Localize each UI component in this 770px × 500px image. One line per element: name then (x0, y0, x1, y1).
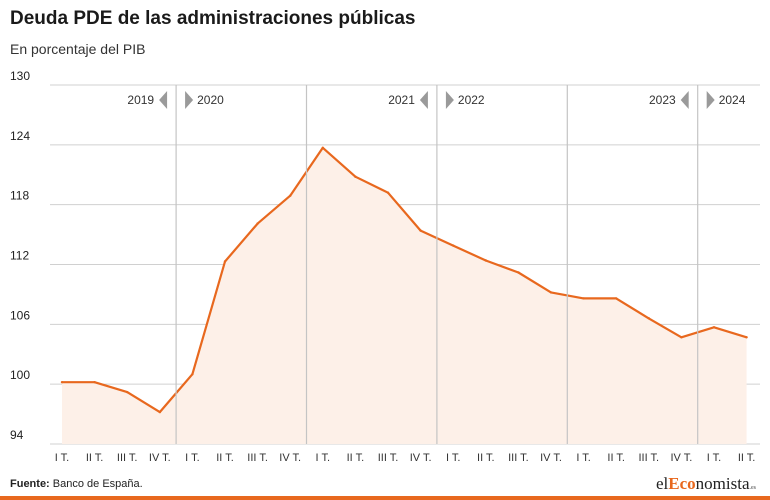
data-point (712, 326, 716, 329)
year-label-left: 2023 (649, 93, 676, 107)
y-tick-label: 100 (10, 368, 30, 382)
x-tick-label: II T. (347, 452, 365, 464)
brand-bar (0, 496, 770, 500)
data-point (354, 175, 357, 178)
data-point (549, 291, 553, 294)
x-tick-label: II T. (216, 452, 234, 464)
source-text: Banco de España. (52, 478, 143, 490)
data-point (680, 336, 683, 339)
x-tick-label: IV T. (540, 452, 562, 464)
year-label-left: 2021 (388, 93, 415, 107)
x-tick-label: I T. (55, 452, 69, 464)
logo-accent: Eco (668, 474, 696, 493)
data-point (126, 390, 129, 394)
data-point (289, 194, 292, 197)
data-point (191, 372, 194, 376)
x-tick-label: III T. (508, 452, 529, 464)
chevron-right-icon (445, 91, 454, 109)
year-label-left: 2019 (127, 93, 154, 107)
y-tick-label: 130 (10, 69, 30, 83)
data-point (517, 271, 520, 274)
chevron-right-icon (706, 91, 715, 109)
source-note: Fuente: Banco de España. (10, 478, 143, 490)
data-point (745, 336, 748, 339)
x-tick-label: III T. (639, 452, 660, 464)
data-point (60, 380, 64, 384)
x-tick-label: III T. (247, 452, 268, 464)
year-label-right: 2020 (197, 93, 224, 107)
x-tick-label: IV T. (149, 452, 171, 464)
x-tick-label: II T. (607, 452, 625, 464)
data-point (419, 229, 422, 232)
data-point (452, 244, 455, 247)
logo-suffix: nomista (695, 474, 750, 493)
chevron-left-icon (419, 91, 428, 109)
x-tick-label: II T. (477, 452, 495, 464)
y-tick-label: 106 (10, 308, 30, 322)
y-tick-label: 118 (10, 189, 29, 203)
year-label-right: 2022 (458, 93, 485, 107)
data-point (386, 191, 390, 194)
chevron-left-icon (159, 91, 168, 109)
year-label-right: 2024 (719, 93, 746, 107)
x-tick-label: II T. (86, 452, 104, 464)
x-tick-label: I T. (707, 452, 721, 464)
x-tick-label: II T. (738, 452, 756, 464)
y-tick-label: 94 (10, 428, 24, 442)
data-point (321, 146, 324, 150)
eleconomista-logo[interactable]: elEconomista.es (656, 474, 756, 494)
x-tick-label: I T. (446, 452, 460, 464)
x-tick-label: IV T. (410, 452, 432, 464)
x-tick-label: III T. (117, 452, 138, 464)
data-point (582, 297, 585, 300)
chevron-right-icon (185, 91, 194, 109)
logo-prefix: el (655, 474, 669, 493)
series-area (62, 147, 747, 445)
y-tick-label: 112 (10, 249, 29, 263)
data-point (256, 222, 259, 225)
logo-tld: .es (749, 485, 757, 491)
x-tick-label: III T. (378, 452, 399, 464)
data-point (223, 260, 227, 263)
data-point (158, 410, 161, 414)
chevron-left-icon (680, 91, 689, 109)
source-label: Fuente: (10, 478, 50, 490)
x-tick-label: I T. (316, 452, 330, 464)
x-tick-label: I T. (185, 452, 199, 464)
y-tick-label: 124 (10, 129, 30, 143)
chart-title: Deuda PDE de las administraciones públic… (10, 8, 416, 29)
x-tick-label: IV T. (279, 452, 301, 464)
data-point (93, 380, 96, 384)
data-point (647, 317, 650, 320)
line-chart: 94 100 106 112 118 124 130 2019 2020 2021 2022 2023… (10, 69, 760, 464)
data-point (615, 297, 618, 300)
chart-subtitle: En porcentaje del PIB (10, 41, 146, 57)
x-tick-label: I T. (576, 452, 590, 464)
data-point (484, 259, 487, 262)
x-tick-label: IV T. (670, 452, 692, 464)
